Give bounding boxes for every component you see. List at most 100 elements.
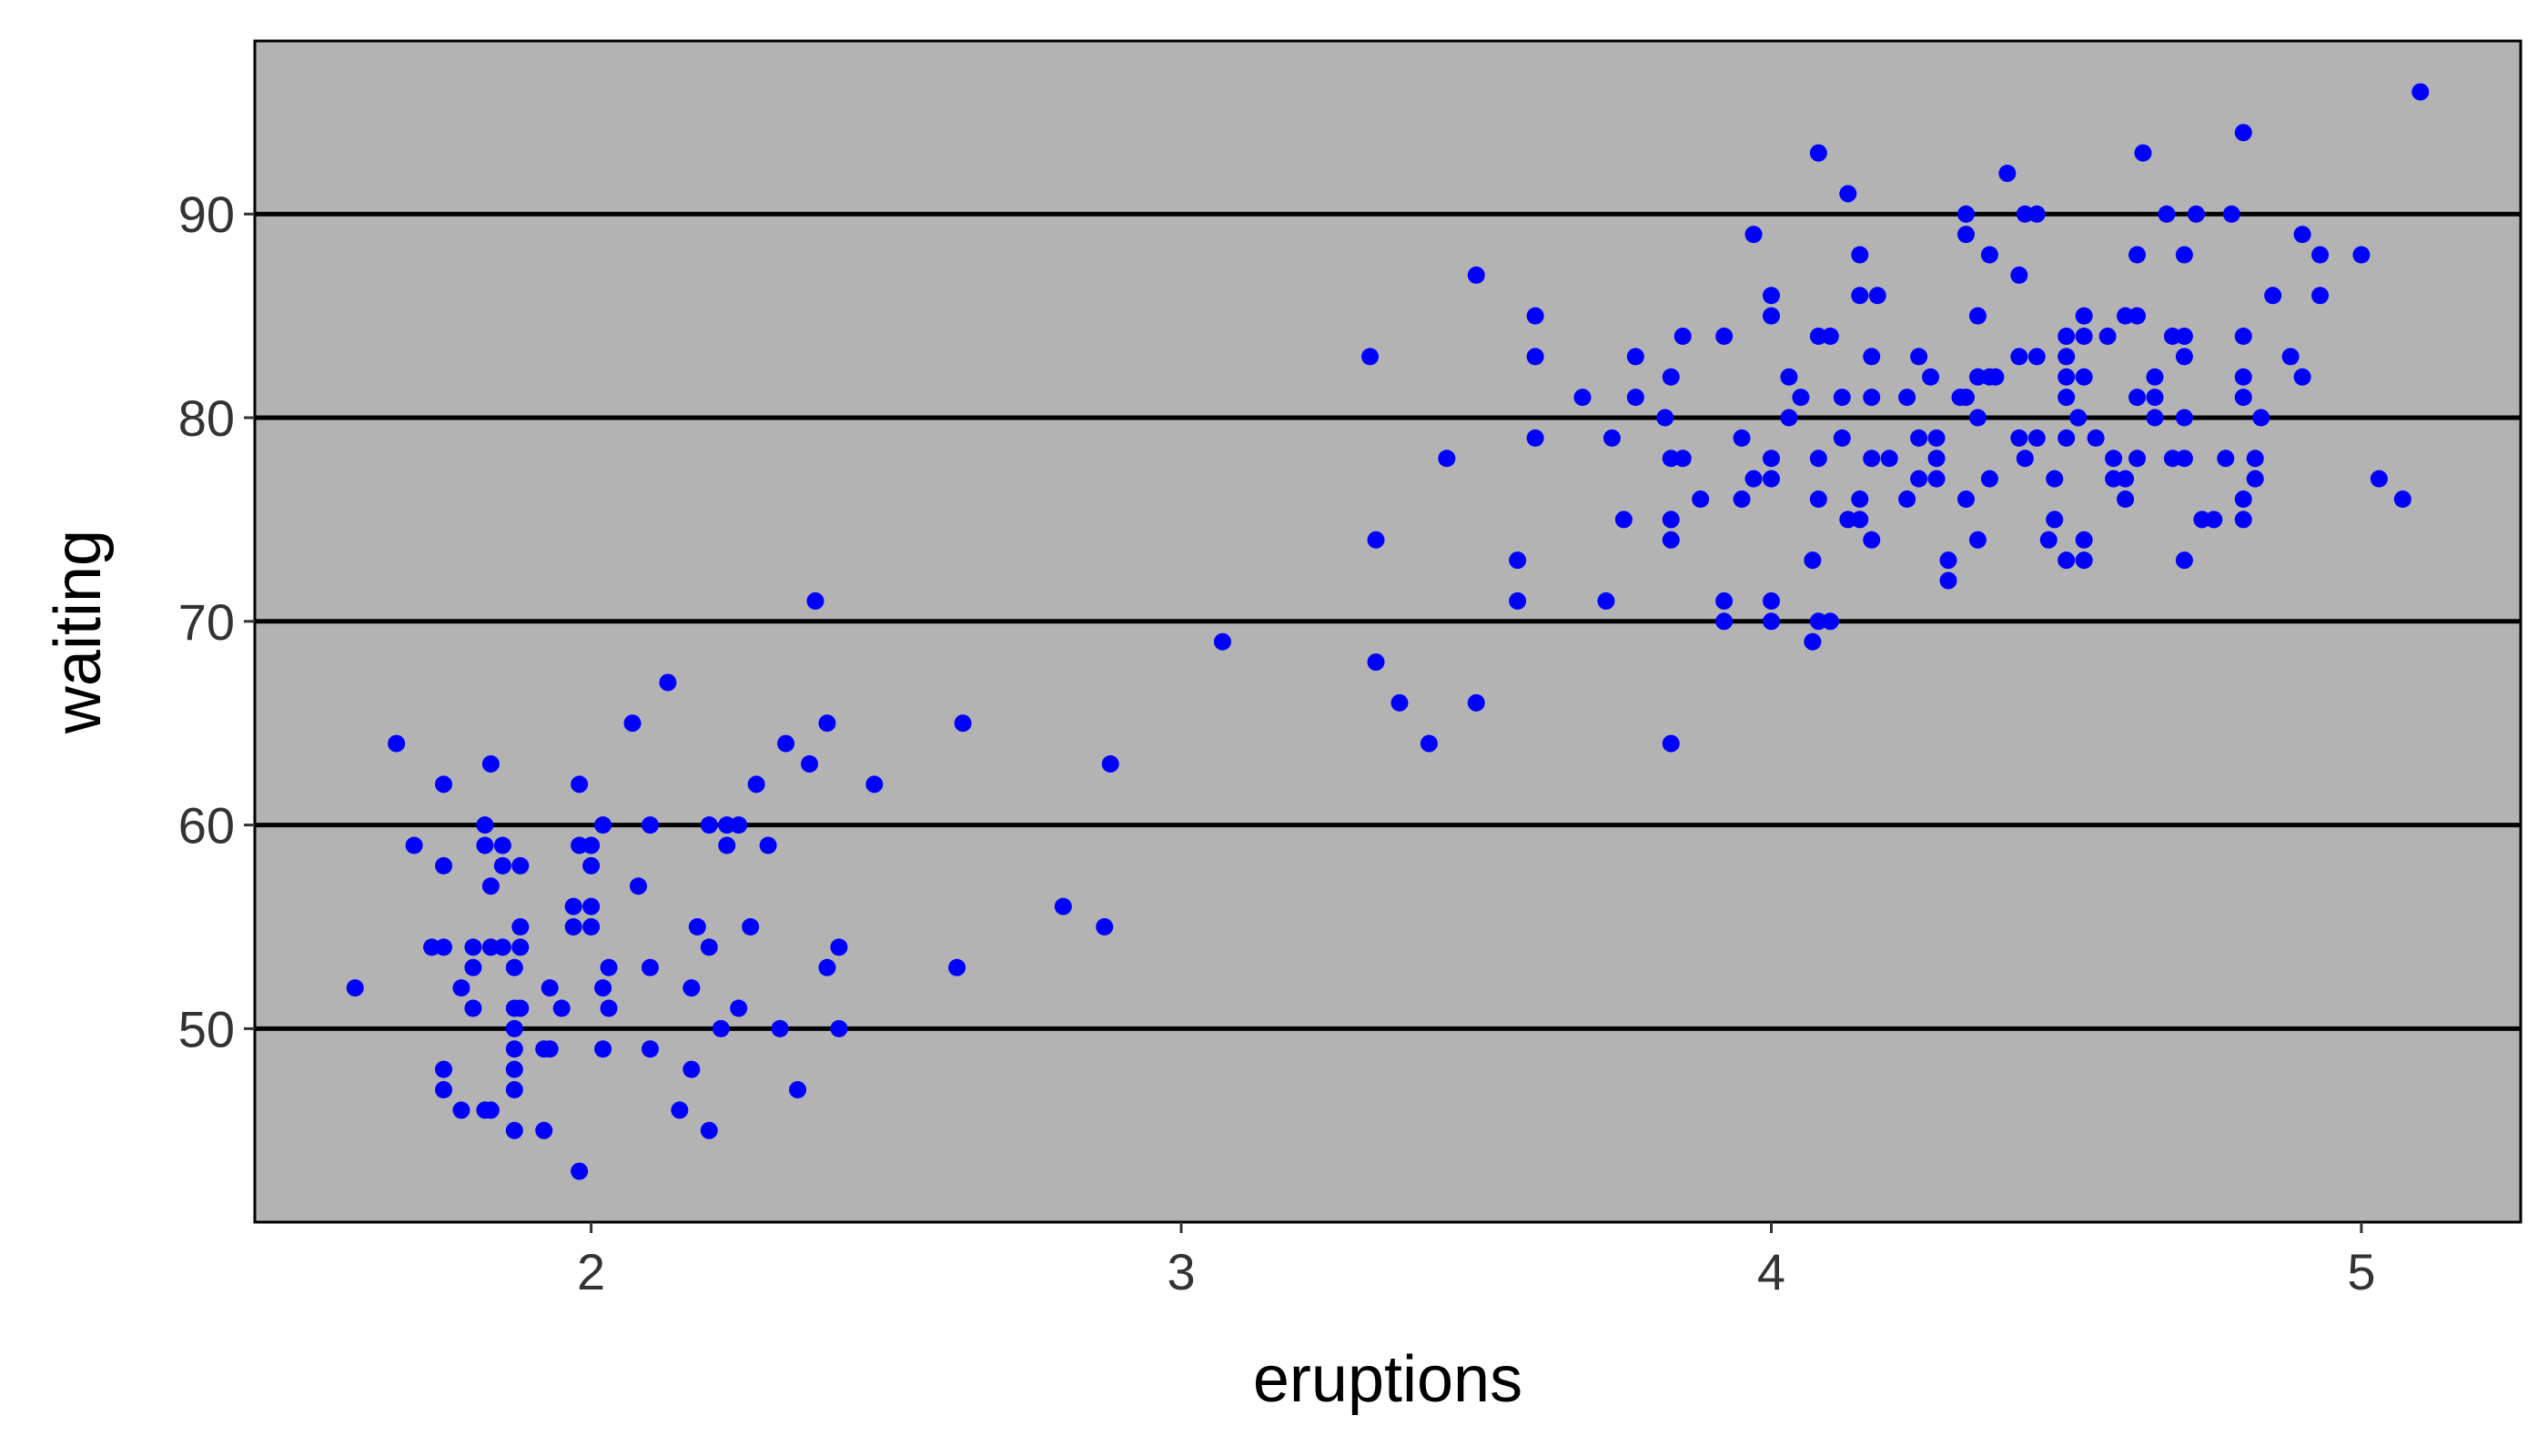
data-point — [1968, 409, 1987, 427]
data-point — [2046, 470, 2064, 488]
data-point — [582, 918, 601, 935]
data-point — [435, 1060, 452, 1078]
data-point — [435, 938, 452, 956]
data-point — [1715, 612, 1734, 631]
data-point — [594, 979, 612, 997]
data-point — [2217, 450, 2235, 468]
x-axis-title: eruptions — [1253, 1343, 1522, 1416]
data-point — [1780, 409, 1798, 427]
data-point — [493, 836, 511, 854]
data-point — [742, 918, 760, 935]
data-point — [801, 754, 819, 773]
data-point — [700, 816, 718, 834]
data-point — [1910, 429, 1928, 447]
data-point — [1804, 551, 1822, 570]
data-point — [641, 958, 659, 976]
data-point — [600, 958, 618, 976]
data-point — [789, 1081, 807, 1099]
data-point — [1673, 450, 1692, 468]
data-point — [682, 979, 701, 997]
data-point — [1880, 450, 1898, 468]
y-axis: 50 60 70 80 90 — [178, 186, 255, 1057]
data-point — [2010, 348, 2028, 366]
data-point — [1438, 450, 1456, 468]
data-point — [571, 775, 589, 794]
data-point — [435, 856, 452, 875]
data-point — [1420, 734, 1438, 753]
data-point — [1597, 592, 1615, 610]
data-point — [476, 816, 494, 834]
data-point — [623, 714, 642, 733]
data-point — [1780, 368, 1798, 386]
data-point — [747, 775, 765, 794]
data-point — [505, 1040, 523, 1058]
data-point — [1898, 490, 1916, 509]
data-point — [1467, 266, 1485, 284]
data-point — [806, 592, 824, 610]
data-point — [481, 1101, 500, 1119]
data-point — [493, 856, 511, 875]
data-point — [712, 1019, 730, 1037]
data-point — [1851, 246, 1869, 264]
data-point — [452, 1101, 470, 1119]
data-point — [1927, 450, 1946, 468]
data-point — [1733, 490, 1751, 509]
data-point — [1692, 490, 1710, 509]
data-point — [2027, 205, 2046, 223]
data-point — [594, 1040, 612, 1058]
y-tick-label: 70 — [178, 593, 235, 651]
data-point — [1956, 226, 1975, 244]
data-point — [2175, 348, 2193, 366]
data-point — [1213, 632, 1231, 651]
data-point — [1603, 429, 1621, 447]
data-point — [2016, 450, 2034, 468]
data-point — [1715, 592, 1734, 610]
data-point — [1715, 328, 1734, 345]
data-point — [2246, 450, 2264, 468]
data-point — [2264, 287, 2282, 305]
data-point — [2234, 511, 2252, 529]
data-point — [541, 1040, 559, 1058]
data-point — [1839, 185, 1857, 203]
data-point — [1096, 918, 1114, 935]
data-point — [2311, 246, 2330, 264]
data-point — [564, 897, 582, 915]
data-point — [2039, 531, 2058, 549]
data-point — [2246, 470, 2264, 488]
data-point — [2175, 450, 2193, 468]
data-point — [1898, 389, 1916, 407]
y-axis-title: waiting — [42, 530, 115, 734]
data-point — [511, 938, 530, 956]
data-point — [505, 1019, 523, 1037]
data-point — [2252, 409, 2270, 427]
data-point — [505, 1060, 523, 1078]
data-point — [671, 1101, 689, 1119]
data-point — [452, 979, 470, 997]
data-point — [1509, 592, 1527, 610]
x-tick-label: 3 — [1167, 1243, 1195, 1300]
data-point — [594, 816, 612, 834]
data-point — [505, 1121, 523, 1139]
data-point — [2175, 246, 2193, 264]
data-point — [2175, 551, 2193, 570]
data-point — [2146, 368, 2164, 386]
data-point — [2205, 511, 2223, 529]
data-point — [1733, 429, 1751, 447]
data-point — [541, 979, 559, 997]
data-point — [1573, 389, 1592, 407]
data-point — [564, 918, 582, 935]
data-point — [2187, 205, 2205, 223]
data-point — [464, 938, 482, 956]
data-point — [2146, 409, 2164, 427]
data-point — [718, 836, 736, 854]
data-point — [435, 1081, 452, 1099]
data-point — [1868, 287, 1886, 305]
data-point — [1762, 592, 1780, 610]
data-point — [2234, 490, 2252, 509]
data-point — [1101, 754, 1119, 773]
data-point — [1956, 389, 1975, 407]
data-point — [1762, 307, 1780, 325]
data-point — [1762, 287, 1780, 305]
data-point — [1054, 897, 1072, 915]
